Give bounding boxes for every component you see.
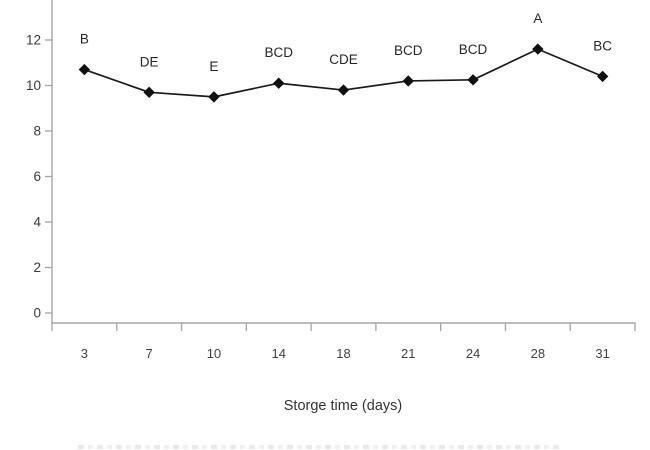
point-label: DE <box>140 54 159 69</box>
y-tick-label: 4 <box>33 215 41 230</box>
data-point-marker <box>596 70 609 83</box>
data-point-marker <box>273 77 285 89</box>
data-point-marker <box>402 75 414 87</box>
data-point-marker <box>208 91 220 103</box>
y-tick-label: 0 <box>33 306 41 321</box>
point-label: E <box>209 59 218 74</box>
y-tick-label: 2 <box>33 260 41 275</box>
cropped-caption-remnant <box>78 445 560 449</box>
x-tick-label: 24 <box>466 346 480 361</box>
x-tick-label: 28 <box>531 346 545 361</box>
point-label: BCD <box>459 42 488 57</box>
data-point-marker <box>337 84 350 96</box>
point-label: A <box>533 11 542 26</box>
x-tick-label: 3 <box>81 346 88 361</box>
point-label: BC <box>593 38 612 53</box>
y-tick-label: 6 <box>33 169 41 184</box>
x-tick-label: 21 <box>401 346 415 361</box>
data-point-marker <box>532 43 544 55</box>
x-tick-label: 31 <box>595 346 609 361</box>
x-axis-title: Storge time (days) <box>284 398 402 414</box>
point-label: B <box>80 32 89 47</box>
data-point-marker <box>78 63 91 76</box>
data-point-marker <box>467 74 479 86</box>
x-tick-label: 7 <box>146 346 153 361</box>
point-label: BCD <box>394 43 423 58</box>
x-tick-label: 18 <box>336 346 350 361</box>
data-point-marker <box>143 86 155 99</box>
y-tick-label: 10 <box>26 78 41 93</box>
point-label: CDE <box>329 52 358 67</box>
x-tick-label: 14 <box>271 346 285 361</box>
y-tick-label: 8 <box>33 124 41 139</box>
x-tick-label: 10 <box>207 346 221 361</box>
point-label: BCD <box>264 45 293 60</box>
y-tick-label: 12 <box>26 33 41 48</box>
